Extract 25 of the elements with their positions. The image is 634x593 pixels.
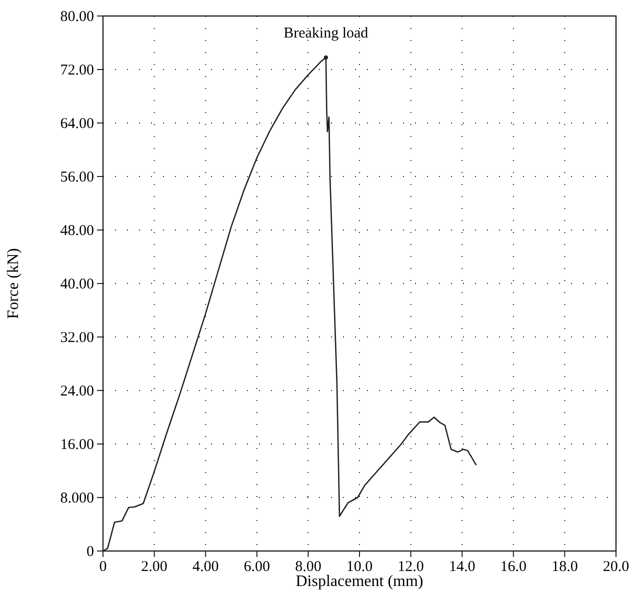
y-tick-label: 48.00 <box>60 223 94 239</box>
y-tick-label: 0 <box>86 544 94 560</box>
y-tick-label: 80.00 <box>60 9 94 25</box>
y-tick-label: 16.00 <box>60 437 94 453</box>
x-tick-label: 10.0 <box>346 559 373 575</box>
annotation: Breaking load <box>284 25 369 42</box>
x-tick-label: 4.00 <box>192 559 219 575</box>
x-axis-title: Displacement (mm) <box>296 573 424 590</box>
y-tick-label: 64.00 <box>60 116 94 132</box>
x-tick-label: 0 <box>99 559 107 575</box>
x-tick-label: 12.0 <box>398 559 424 575</box>
x-tick-label: 8.00 <box>295 559 322 575</box>
y-axis-title: Force (kN) <box>5 248 22 319</box>
x-tick-label: 2.00 <box>141 559 168 575</box>
y-tick-label: 72.00 <box>60 62 94 78</box>
y-tick-label: 24.00 <box>60 384 94 400</box>
x-tick-label: 6.00 <box>244 559 270 575</box>
x-tick-label: 20.0 <box>602 559 630 575</box>
x-tick-label: 16.0 <box>500 559 527 575</box>
x-tick-label: 14.0 <box>448 559 476 575</box>
y-tick-label: 32.00 <box>60 330 94 346</box>
x-tick-label: 18.0 <box>552 559 578 575</box>
y-tick-label: 8.000 <box>60 490 94 506</box>
y-tick-label: 56.00 <box>60 170 94 186</box>
y-tick-label: 40.00 <box>60 276 94 292</box>
